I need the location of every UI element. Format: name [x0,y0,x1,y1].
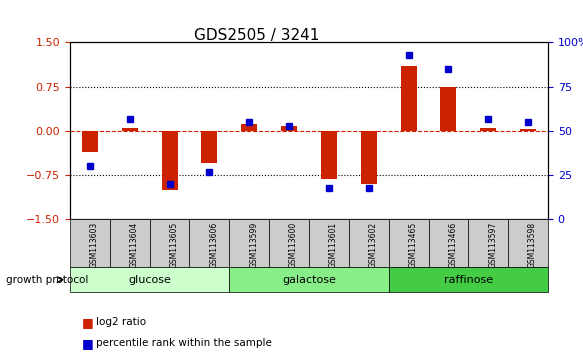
Bar [520,129,536,131]
FancyBboxPatch shape [468,219,508,267]
Bar [241,124,257,131]
FancyBboxPatch shape [189,219,229,267]
Text: GSM113598: GSM113598 [528,222,537,268]
FancyBboxPatch shape [110,219,150,267]
Text: GSM113465: GSM113465 [409,222,417,268]
FancyBboxPatch shape [70,267,229,292]
FancyBboxPatch shape [150,219,189,267]
Text: GSM113600: GSM113600 [289,222,298,268]
Bar [361,131,377,184]
Text: raffinose: raffinose [444,275,493,285]
Text: GSM113604: GSM113604 [129,222,139,268]
FancyBboxPatch shape [389,219,429,267]
Text: GSM113603: GSM113603 [90,222,99,268]
Bar [441,87,456,131]
Text: ■: ■ [82,337,93,350]
Text: GSM113602: GSM113602 [368,222,378,268]
Bar [401,66,416,131]
Bar [480,128,496,131]
FancyBboxPatch shape [229,267,389,292]
Text: GSM113601: GSM113601 [329,222,338,268]
Text: glucose: glucose [128,275,171,285]
FancyBboxPatch shape [508,219,548,267]
Bar [202,131,217,164]
FancyBboxPatch shape [70,219,110,267]
Text: galactose: galactose [282,275,336,285]
Text: growth protocol: growth protocol [6,275,88,285]
Bar [82,131,98,152]
Text: percentile rank within the sample: percentile rank within the sample [96,338,272,348]
Bar [321,131,337,179]
FancyBboxPatch shape [269,219,309,267]
Text: log2 ratio: log2 ratio [96,317,146,327]
FancyBboxPatch shape [309,219,349,267]
Text: GSM113599: GSM113599 [250,222,258,268]
Text: GSM113605: GSM113605 [170,222,178,268]
FancyBboxPatch shape [429,219,468,267]
Text: GSM113597: GSM113597 [489,222,497,268]
FancyBboxPatch shape [349,219,389,267]
Text: GDS2505 / 3241: GDS2505 / 3241 [194,28,319,43]
FancyBboxPatch shape [229,219,269,267]
FancyBboxPatch shape [389,267,548,292]
Text: ■: ■ [82,316,93,329]
Text: GSM113466: GSM113466 [448,222,458,268]
Bar [281,126,297,131]
Bar [122,128,138,131]
Text: GSM113606: GSM113606 [209,222,219,268]
Bar [161,131,177,190]
